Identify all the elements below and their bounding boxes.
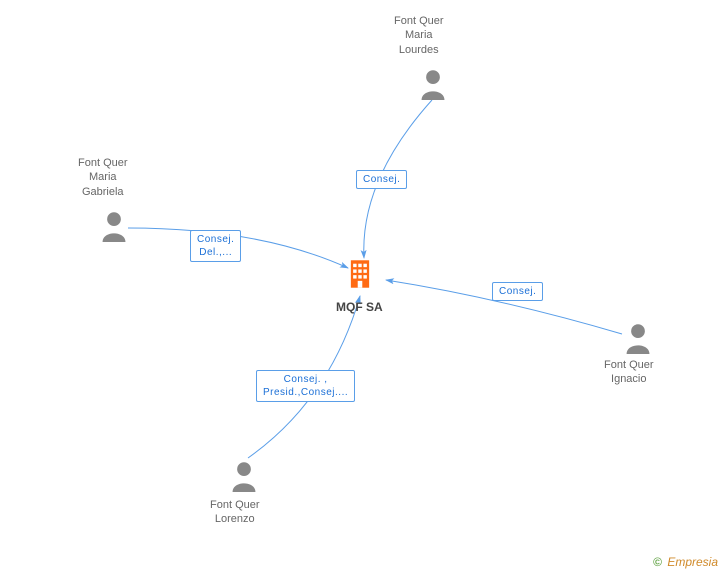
person-node-ignacio[interactable]	[624, 322, 652, 354]
company-node-mqf[interactable]	[346, 258, 374, 290]
person-label-ignacio: Font Quer Ignacio	[604, 358, 654, 387]
edge-label-lorenzo: Consej. , Presid.,Consej....	[256, 370, 355, 402]
brand-name: Empresia	[667, 555, 718, 569]
copyright: © Empresia	[653, 555, 718, 569]
person-label-lourdes: Font Quer Maria Lourdes	[394, 14, 444, 57]
person-label-gabriela: Font Quer Maria Gabriela	[78, 156, 128, 199]
person-node-lourdes[interactable]	[419, 68, 447, 100]
edge-label-ignacio: Consej.	[492, 282, 543, 301]
copyright-symbol: ©	[653, 555, 662, 569]
edge-label-gabriela: Consej. Del.,...	[190, 230, 241, 262]
edge-label-lourdes: Consej.	[356, 170, 407, 189]
person-node-lorenzo[interactable]	[230, 460, 258, 492]
person-label-lorenzo: Font Quer Lorenzo	[210, 498, 260, 527]
company-label: MQF SA	[336, 300, 383, 314]
person-node-gabriela[interactable]	[100, 210, 128, 242]
